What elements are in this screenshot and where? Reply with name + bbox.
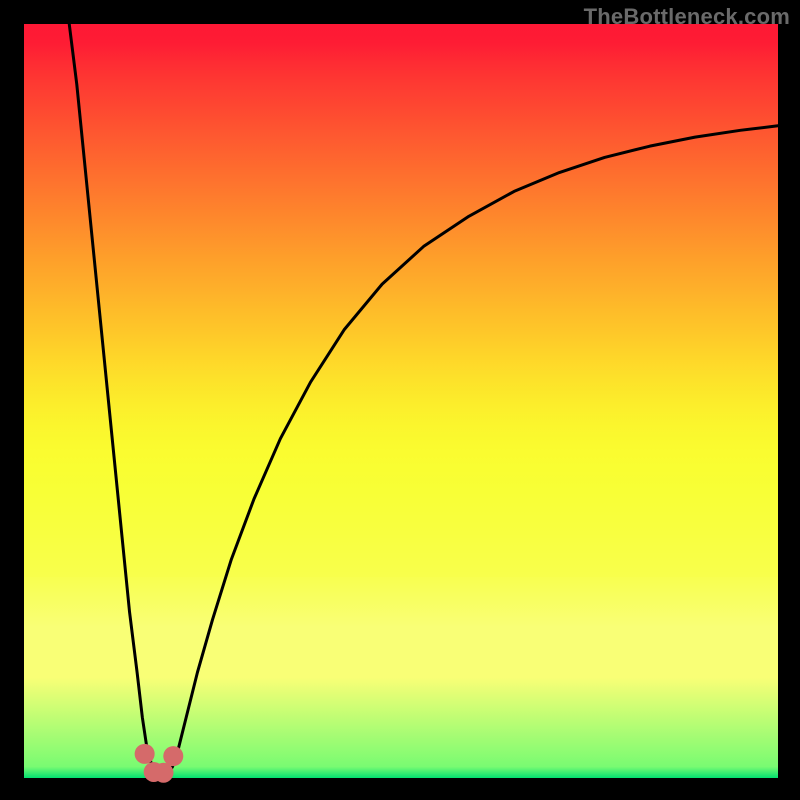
chart-svg (0, 0, 800, 800)
watermark-text: TheBottleneck.com (584, 4, 790, 30)
curve-marker (135, 744, 155, 764)
curve-marker (163, 746, 183, 766)
chart-stage: TheBottleneck.com (0, 0, 800, 800)
